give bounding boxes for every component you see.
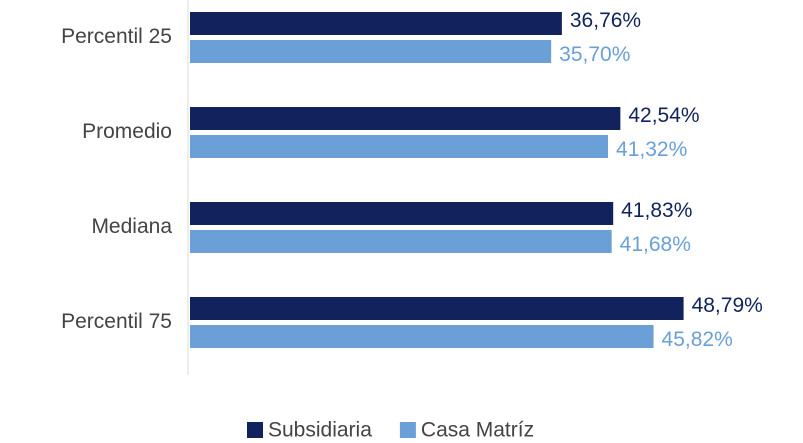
bar: [190, 297, 684, 320]
category-label: Promedio: [82, 120, 172, 143]
bar: [190, 135, 609, 158]
value-label: 35,70%: [559, 43, 630, 66]
category-label: Mediana: [91, 215, 172, 238]
value-label: 41,83%: [621, 199, 692, 222]
category-label: Percentil 25: [61, 25, 172, 48]
bar: [190, 325, 654, 348]
bar: [190, 12, 562, 35]
legend-swatch: [247, 422, 263, 438]
value-label: 36,76%: [570, 9, 641, 32]
value-label: 41,32%: [616, 138, 687, 161]
bar: [190, 202, 614, 225]
bar: [190, 40, 552, 63]
legend-swatch: [399, 422, 416, 438]
value-label: 48,79%: [692, 294, 763, 317]
legend-label: Casa Matríz: [421, 419, 534, 442]
category-label: Percentil 75: [61, 310, 172, 333]
bar: [190, 230, 612, 253]
value-label: 42,54%: [628, 104, 699, 127]
value-label: 45,82%: [662, 328, 733, 351]
bar: [190, 107, 621, 130]
legend-label: Subsidiaria: [268, 419, 372, 442]
value-label: 41,68%: [620, 233, 691, 256]
